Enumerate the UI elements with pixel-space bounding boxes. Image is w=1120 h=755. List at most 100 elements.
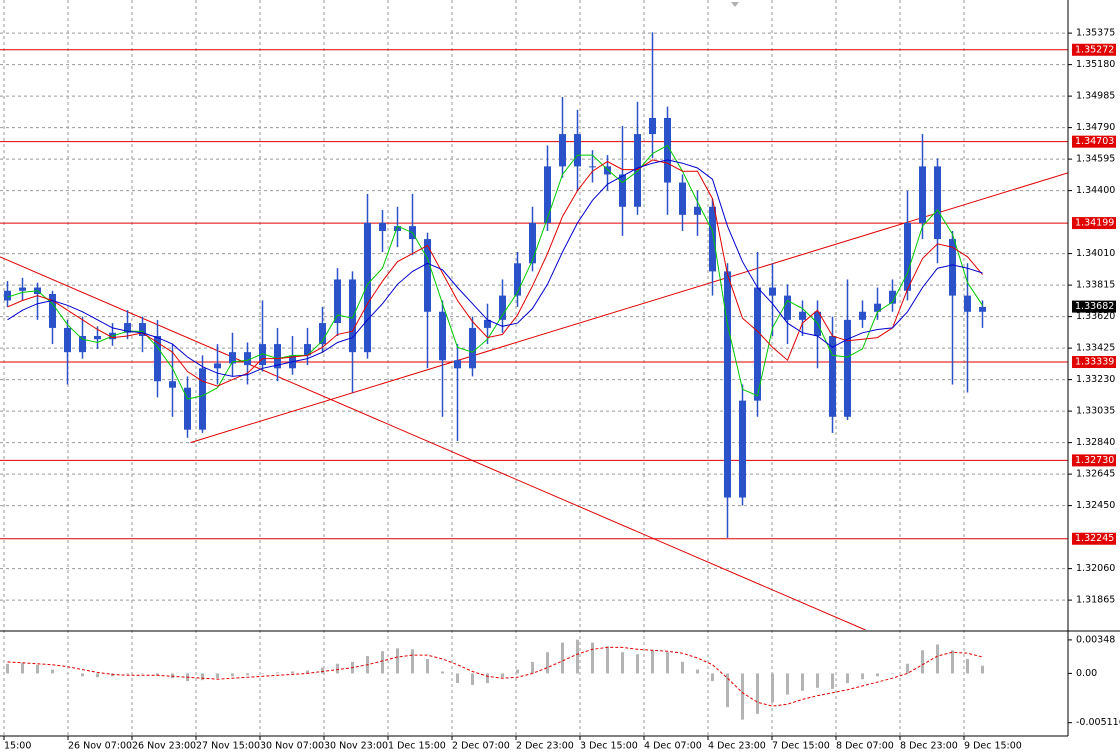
y-tick-label: 1.35180 <box>1076 59 1115 70</box>
candle-body <box>139 323 146 336</box>
candle-body <box>214 363 221 369</box>
candle-body <box>844 319 851 417</box>
candle-body <box>19 287 26 291</box>
histogram-bar <box>501 673 504 678</box>
candle-body <box>709 206 716 272</box>
x-tick-label: 8 Dec 23:00 <box>900 741 958 752</box>
candle-body <box>769 287 776 296</box>
candle-body <box>94 336 101 340</box>
candle-body <box>319 323 326 345</box>
candle-body <box>424 239 431 312</box>
candle-body <box>244 352 251 366</box>
histogram-bar <box>786 673 789 695</box>
histogram-bar <box>306 670 309 674</box>
histogram-bar <box>141 673 144 674</box>
shift-marker <box>731 2 739 7</box>
candle-body <box>559 134 566 167</box>
histogram-bar <box>216 673 219 679</box>
level-label: 1.33339 <box>1075 357 1114 368</box>
histogram-bar <box>966 658 969 674</box>
histogram-bar <box>651 650 654 674</box>
histogram-bar <box>756 673 759 714</box>
histogram-bar <box>636 654 639 674</box>
candle-body <box>124 323 131 333</box>
x-tick-label: 30 Nov 07:00 <box>260 741 324 752</box>
candle-body <box>739 400 746 498</box>
candle-body <box>934 166 941 240</box>
candle-body <box>574 134 581 167</box>
histogram-bar <box>861 673 864 680</box>
histogram-bar <box>471 673 474 685</box>
current-price-label: 1.33682 <box>1075 301 1114 312</box>
candle-body <box>274 344 281 369</box>
candle-body <box>349 279 356 353</box>
level-label-bg <box>1072 532 1116 545</box>
candle-body <box>889 290 896 304</box>
y-tick-label: 1.35375 <box>1076 28 1115 39</box>
y-tick-label: -0.005116 <box>1076 717 1120 728</box>
candle-body <box>619 174 626 207</box>
y-tick-label: 0.00 <box>1076 668 1097 679</box>
histogram-bar <box>201 673 204 681</box>
x-tick-label: 4 Dec 23:00 <box>708 741 766 752</box>
candle-body <box>604 166 611 175</box>
x-tick-label: 26 Nov 23:00 <box>132 741 196 752</box>
y-tick-label: 0.00348 <box>1076 634 1115 645</box>
y-tick-label: 1.33425 <box>1076 343 1115 354</box>
histogram-bar <box>21 662 24 674</box>
x-tick-label: 9 Dec 15:00 <box>964 741 1022 752</box>
histogram-bar <box>276 672 279 674</box>
x-tick-label: 27 Nov 15:00 <box>196 741 260 752</box>
histogram-bar <box>261 673 264 674</box>
histogram-bar <box>621 652 624 674</box>
candle-body <box>919 166 926 223</box>
candle-body <box>184 387 191 430</box>
candle-body <box>334 279 341 324</box>
current-price-bg <box>1072 300 1116 313</box>
x-tick-label: 30 Nov 23:00 <box>324 741 388 752</box>
histogram-bar <box>891 673 894 674</box>
histogram-bar <box>771 673 774 703</box>
level-label: 1.35272 <box>1075 44 1114 55</box>
y-tick-label: 1.32645 <box>1076 469 1115 480</box>
histogram-bar <box>81 673 84 677</box>
candle-body <box>514 263 521 296</box>
level-label: 1.32245 <box>1075 533 1114 544</box>
histogram-bar <box>411 649 414 674</box>
x-tick-label: 15:00 <box>4 741 31 752</box>
y-tick-label: 1.31865 <box>1076 595 1115 606</box>
histogram-bar <box>591 642 594 674</box>
histogram-bar <box>561 642 564 674</box>
moving-average <box>7 159 983 377</box>
candle-body <box>4 290 11 301</box>
histogram-bar <box>96 673 99 678</box>
histogram-bar <box>36 664 39 674</box>
x-tick-label: 2 Dec 07:00 <box>452 741 510 752</box>
histogram-bar <box>546 652 549 674</box>
x-tick-label: 7 Dec 15:00 <box>772 741 830 752</box>
x-tick-label: 4 Dec 07:00 <box>644 741 702 752</box>
x-tick-label: 26 Nov 07:00 <box>68 741 132 752</box>
histogram-bar <box>156 673 159 676</box>
candle-body <box>229 352 236 364</box>
level-label-bg <box>1072 356 1116 369</box>
candle-body <box>859 311 866 320</box>
histogram-bar <box>846 673 849 684</box>
histogram-bar <box>321 667 324 674</box>
histogram-bar <box>906 663 909 674</box>
candle-body <box>394 226 401 231</box>
x-tick-label: 8 Dec 07:00 <box>836 741 894 752</box>
histogram-bar <box>486 673 489 684</box>
histogram-bar <box>396 648 399 674</box>
candle-body <box>649 117 656 135</box>
level-label-bg <box>1072 135 1116 148</box>
level-label: 1.32730 <box>1075 455 1114 466</box>
histogram-bar <box>681 661 684 674</box>
histogram-bar <box>696 669 699 674</box>
level-label-bg <box>1072 43 1116 56</box>
y-tick-label: 1.34790 <box>1076 122 1115 133</box>
candle-body <box>664 117 671 183</box>
candle-body <box>589 166 596 168</box>
histogram-bar <box>666 652 669 674</box>
